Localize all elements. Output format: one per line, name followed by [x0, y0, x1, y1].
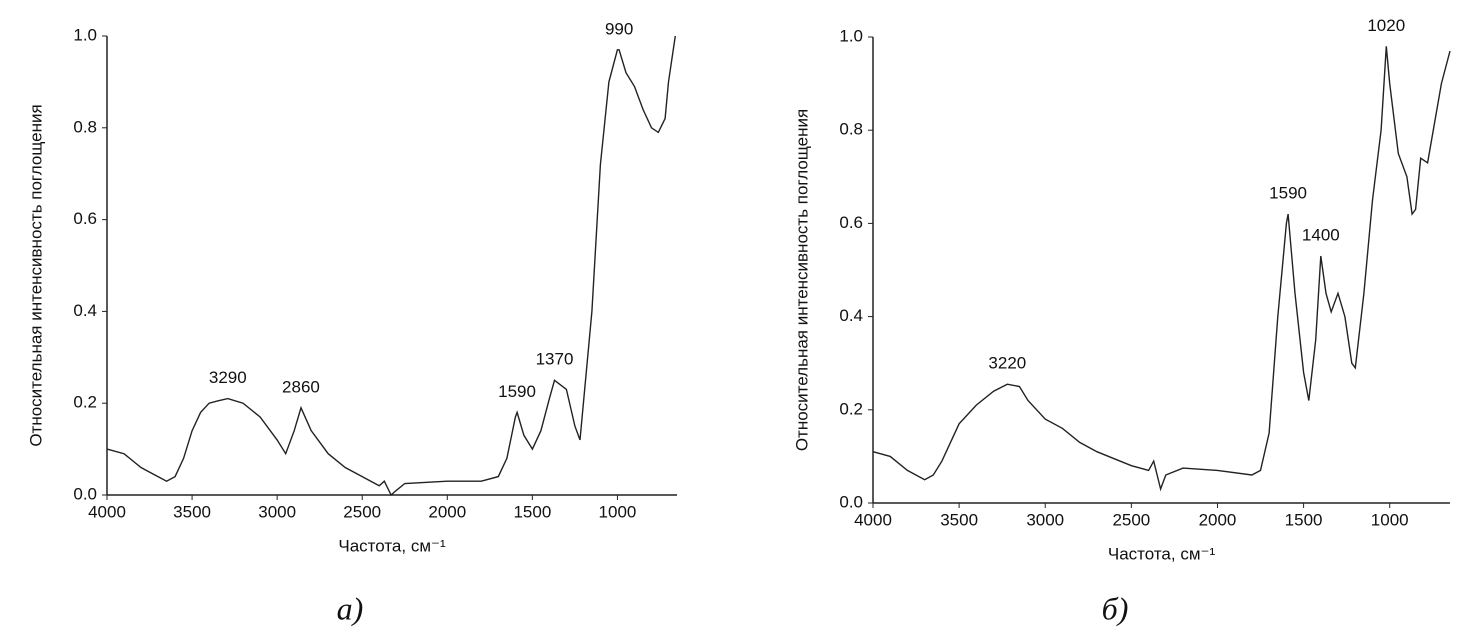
y-tick-label: 0.0 [73, 484, 97, 503]
y-tick-label: 0.0 [839, 492, 863, 511]
y-tick-label: 1.0 [73, 25, 97, 44]
y-tick-label: 0.8 [839, 120, 863, 139]
x-tick-label: 1500 [513, 502, 551, 521]
chart: 0.0 0.2 0.4 0.6 0.8 1.0 4000 3500 3000 2500 2000 15… [26, 19, 677, 626]
y-axis-label: Относительная интенсивность поглощения [792, 109, 811, 451]
peak-label: 1370 [536, 350, 574, 369]
peak-label: 990 [605, 19, 633, 38]
x-tick-label: 4000 [854, 510, 892, 529]
peak-label: 1590 [1269, 184, 1307, 203]
y-tick-label: 0.4 [73, 301, 97, 320]
x-tick-label: 3500 [940, 510, 978, 529]
peak-label: 1400 [1302, 226, 1340, 245]
y-tick-label: 0.2 [839, 399, 863, 418]
peak-label: 2860 [282, 377, 320, 396]
y-tick-label: 0.2 [73, 393, 97, 412]
y-tick-label: 1.0 [839, 26, 863, 45]
y-tick-label: 0.6 [73, 209, 97, 228]
y-tick-label: 0.6 [839, 213, 863, 232]
x-axis-label: Частота, см⁻¹ [1108, 544, 1216, 563]
y-tick-label: 0.4 [839, 306, 863, 325]
peak-label: 1590 [498, 382, 536, 401]
panel-caption: б) [1102, 590, 1129, 626]
y-tick-label: 0.8 [73, 117, 97, 136]
spectrum-line [872, 46, 1451, 492]
x-tick-label: 1500 [1285, 510, 1323, 529]
x-tick-label: 2500 [1112, 510, 1150, 529]
peak-label: 3220 [988, 354, 1026, 373]
peak-label: 3290 [209, 368, 247, 387]
panel-caption: а) [337, 590, 364, 626]
x-tick-label: 3000 [1026, 510, 1064, 529]
x-tick-label: 3000 [258, 502, 296, 521]
y-axis-label: Относительная интенсивность поглощения [26, 104, 45, 446]
chart: 0.0 0.2 0.4 0.6 0.8 1.0 4000 3500 3000 2500 2000 15… [792, 16, 1451, 626]
x-tick-label: 2500 [343, 502, 381, 521]
x-axis-label: Частота, см⁻¹ [338, 536, 446, 555]
x-tick-label: 4000 [88, 502, 126, 521]
x-tick-label: 2000 [1199, 510, 1237, 529]
x-tick-label: 2000 [428, 502, 466, 521]
x-tick-label: 3500 [173, 502, 211, 521]
spectrum-line [106, 35, 676, 497]
x-tick-label: 1000 [599, 502, 637, 521]
x-tick-label: 1000 [1371, 510, 1409, 529]
peak-label: 1020 [1367, 16, 1405, 35]
